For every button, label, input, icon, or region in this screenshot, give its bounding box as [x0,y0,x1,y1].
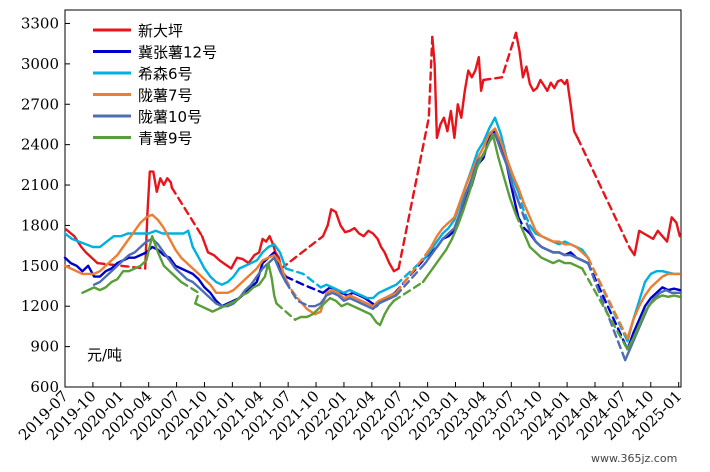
series-segment-dashed [517,216,532,235]
series-segment-solid [63,213,287,294]
y-tick-label: 3000 [21,55,59,73]
series-5-line [81,132,681,351]
series-segment-solid [528,229,590,265]
series-segment-solid [81,235,183,294]
series-segment-solid [319,283,398,300]
series-segment-solid [187,229,287,286]
series-segment-dashed [517,200,532,232]
series-segment-dashed [395,256,427,286]
series-segment-solid [522,232,584,270]
series-segment-solid [194,261,278,313]
series-segment-solid [63,229,190,249]
series-segment-solid [424,132,520,265]
series-segment-solid [296,288,398,316]
legend-label-2: 希森6号 [138,65,193,83]
series-segment-solid [626,286,681,351]
y-tick-label: 1800 [21,216,59,234]
series-segment-solid [321,208,400,273]
y-unit-label: 元/吨 [87,346,122,364]
series-segment-solid [307,291,398,311]
series-segment-solid [92,237,287,308]
y-tick-label: 1200 [21,297,59,315]
series-segment-solid [63,245,287,308]
series-segment-dashed [392,280,425,302]
series-segment-solid [626,294,681,351]
y-tick-label: 2700 [21,95,59,113]
y-tick-label: 2100 [21,176,59,194]
legend-label-3: 陇薯7号 [138,87,193,105]
watermark-text: www.365jz.com [591,452,677,465]
series-segment-solid [144,170,174,270]
y-tick-label: 2400 [21,136,59,154]
legend-label-5: 青薯9号 [138,130,193,148]
series-segment-solid [65,228,99,265]
series-segment-dashed [581,267,629,351]
series-lines [63,31,681,362]
series-segment-dashed [482,31,518,82]
y-tick-label: 900 [30,338,59,356]
y-tick-label: 3300 [21,14,59,32]
series-segment-solid [424,127,590,259]
series-segment-dashed [180,280,200,305]
series-segment-solid [421,132,518,284]
series-segment-dashed [517,190,532,227]
series-segment-solid [293,296,396,327]
series-segment-dashed [576,136,632,250]
series-segment-dashed [275,302,297,321]
y-tick-label: 1500 [21,257,59,275]
series-segment-solid [628,216,681,257]
series-segment-solid [626,272,681,340]
series-segment-dashed [395,261,427,297]
series-segment-dashed [514,213,526,235]
series-segment-dashed [395,253,427,294]
legend-label-0: 新大坪 [138,22,183,40]
plot-frame [64,9,682,388]
series-segment-dashed [284,267,322,289]
series-segment-dashed [586,256,629,340]
series-segment-dashed [284,275,325,294]
series-segment-dashed [280,235,325,270]
series-segment-solid [431,35,485,140]
series-segment-dashed [397,35,434,270]
series-segment-dashed [170,186,204,238]
legend-label-1: 冀张薯12号 [138,44,217,62]
series-4-line [92,132,681,362]
series-3-line [63,127,681,340]
axes: 6009001200150018002100240027003000330020… [15,9,686,444]
legend-label-4: 陇薯10号 [138,108,202,126]
series-segment-solid [514,31,579,140]
series-segment-dashed [284,280,311,308]
y-tick-label: 600 [30,378,59,396]
